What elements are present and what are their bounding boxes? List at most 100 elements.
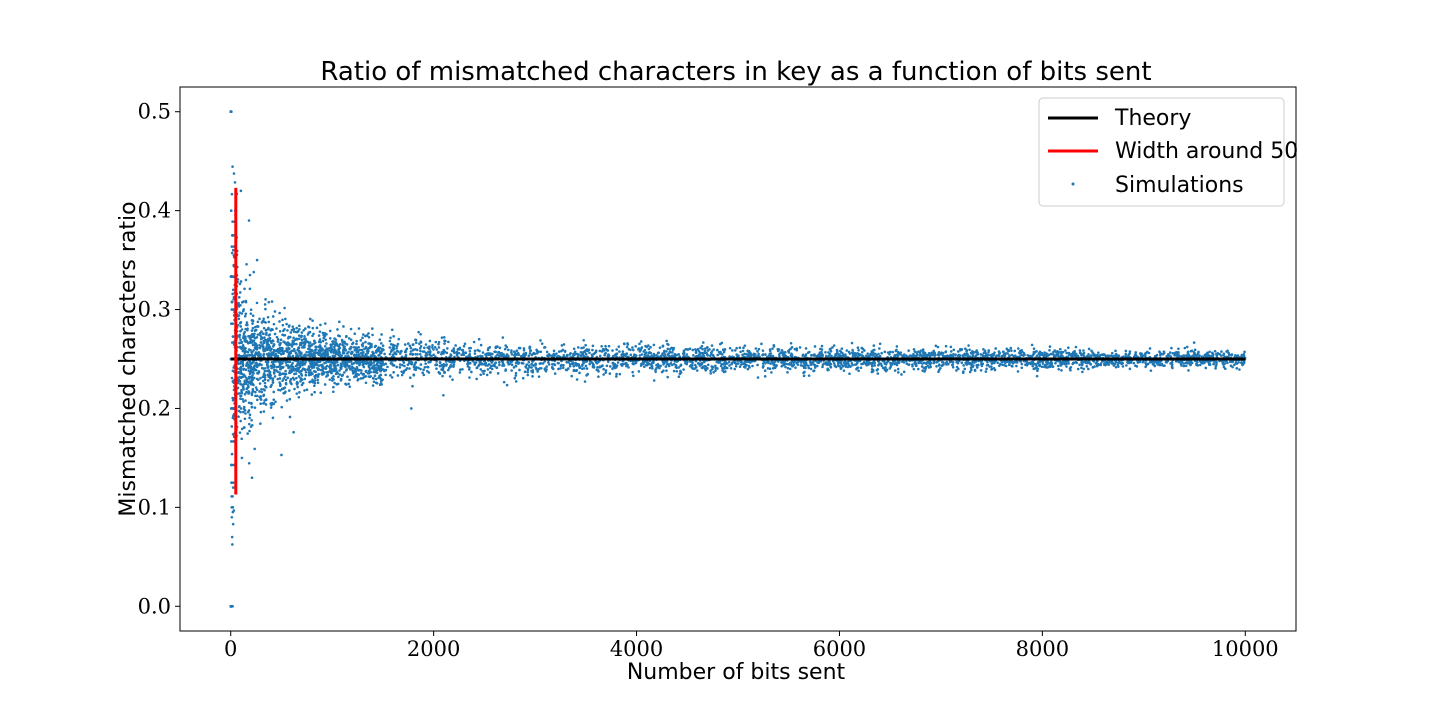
simulation-point bbox=[372, 380, 376, 384]
simulation-point bbox=[308, 341, 312, 344]
simulation-point bbox=[251, 390, 255, 393]
simulation-point bbox=[827, 368, 830, 372]
simulation-point bbox=[1044, 365, 1048, 369]
simulation-point bbox=[743, 344, 747, 347]
simulation-point bbox=[679, 369, 682, 373]
simulation-point bbox=[266, 315, 270, 319]
simulation-point bbox=[440, 336, 444, 339]
simulation-point bbox=[316, 381, 320, 385]
simulation-point bbox=[1114, 349, 1117, 353]
simulation-point bbox=[243, 375, 247, 378]
simulation-point bbox=[1149, 369, 1153, 372]
simulation-point bbox=[587, 348, 591, 352]
simulation-point bbox=[606, 360, 610, 363]
simulation-point bbox=[446, 368, 450, 372]
simulation-point bbox=[795, 347, 799, 350]
simulation-point bbox=[443, 342, 446, 345]
simulation-point bbox=[711, 365, 714, 369]
simulation-point bbox=[347, 382, 350, 386]
simulation-point bbox=[1134, 351, 1138, 354]
simulation-point bbox=[537, 350, 540, 353]
simulation-point bbox=[951, 355, 954, 358]
simulation-point bbox=[632, 348, 635, 352]
simulation-point bbox=[370, 342, 373, 346]
simulation-point bbox=[374, 349, 378, 353]
simulation-point bbox=[489, 352, 493, 356]
simulation-point bbox=[600, 350, 604, 353]
simulation-point bbox=[403, 350, 407, 354]
simulation-point bbox=[583, 380, 587, 383]
simulation-point bbox=[250, 379, 253, 383]
simulation-point bbox=[292, 330, 296, 333]
simulation-point bbox=[308, 317, 312, 321]
simulation-point bbox=[305, 354, 309, 357]
simulation-point bbox=[238, 375, 241, 379]
simulation-point bbox=[299, 376, 302, 380]
simulation-point bbox=[333, 349, 336, 352]
simulation-point bbox=[263, 378, 267, 381]
simulation-point bbox=[712, 370, 715, 374]
simulation-point bbox=[1035, 374, 1039, 378]
simulation-point bbox=[967, 344, 970, 347]
simulation-point bbox=[288, 360, 292, 364]
simulation-point bbox=[262, 317, 266, 321]
simulation-point bbox=[468, 349, 472, 353]
simulation-point bbox=[667, 364, 671, 368]
simulation-point bbox=[881, 366, 885, 370]
simulation-point bbox=[936, 345, 940, 349]
simulation-point bbox=[363, 354, 367, 358]
simulation-point bbox=[858, 353, 862, 356]
simulation-point bbox=[521, 362, 525, 365]
simulation-point bbox=[804, 353, 808, 356]
simulation-point bbox=[538, 362, 542, 365]
simulation-point bbox=[414, 353, 417, 356]
simulation-point bbox=[611, 367, 614, 370]
simulation-point bbox=[231, 396, 234, 400]
simulation-point bbox=[1020, 362, 1024, 366]
simulation-point bbox=[403, 343, 407, 346]
simulation-point bbox=[262, 402, 265, 405]
simulation-point bbox=[327, 360, 331, 364]
simulation-point bbox=[729, 366, 733, 370]
simulation-point bbox=[998, 352, 1001, 356]
simulation-point bbox=[476, 355, 480, 358]
simulation-point bbox=[547, 361, 550, 364]
simulation-point bbox=[527, 354, 531, 358]
simulation-point bbox=[277, 365, 281, 369]
simulation-point bbox=[623, 342, 626, 346]
simulation-point bbox=[1228, 360, 1232, 364]
simulation-point bbox=[934, 344, 938, 348]
simulation-point bbox=[530, 362, 533, 366]
simulation-point bbox=[255, 301, 259, 305]
simulation-point bbox=[612, 365, 616, 369]
simulation-point bbox=[848, 352, 852, 355]
simulation-point bbox=[344, 365, 347, 369]
simulation-point bbox=[992, 367, 996, 370]
simulation-point bbox=[290, 328, 294, 332]
simulation-point bbox=[716, 353, 720, 357]
simulation-point bbox=[703, 349, 707, 353]
simulation-point bbox=[379, 350, 383, 354]
simulation-point bbox=[618, 350, 621, 353]
simulation-point bbox=[361, 336, 364, 340]
simulation-point bbox=[1044, 364, 1048, 367]
simulation-point bbox=[466, 365, 470, 368]
simulation-point bbox=[1182, 362, 1186, 365]
simulation-point bbox=[281, 318, 284, 322]
simulation-point bbox=[1226, 361, 1229, 365]
simulation-point bbox=[768, 348, 772, 351]
simulation-point bbox=[1019, 351, 1022, 355]
simulation-point bbox=[675, 366, 678, 370]
simulation-point bbox=[1235, 367, 1239, 370]
simulation-point bbox=[435, 367, 438, 370]
simulation-point bbox=[368, 375, 372, 379]
simulation-point bbox=[871, 370, 875, 373]
simulation-point bbox=[402, 371, 405, 374]
simulation-point bbox=[259, 402, 262, 406]
simulation-point bbox=[361, 376, 365, 380]
simulation-point bbox=[328, 378, 332, 381]
simulation-point bbox=[695, 369, 699, 372]
simulation-point bbox=[581, 352, 584, 356]
simulation-point bbox=[579, 351, 583, 354]
simulation-point bbox=[942, 363, 945, 367]
